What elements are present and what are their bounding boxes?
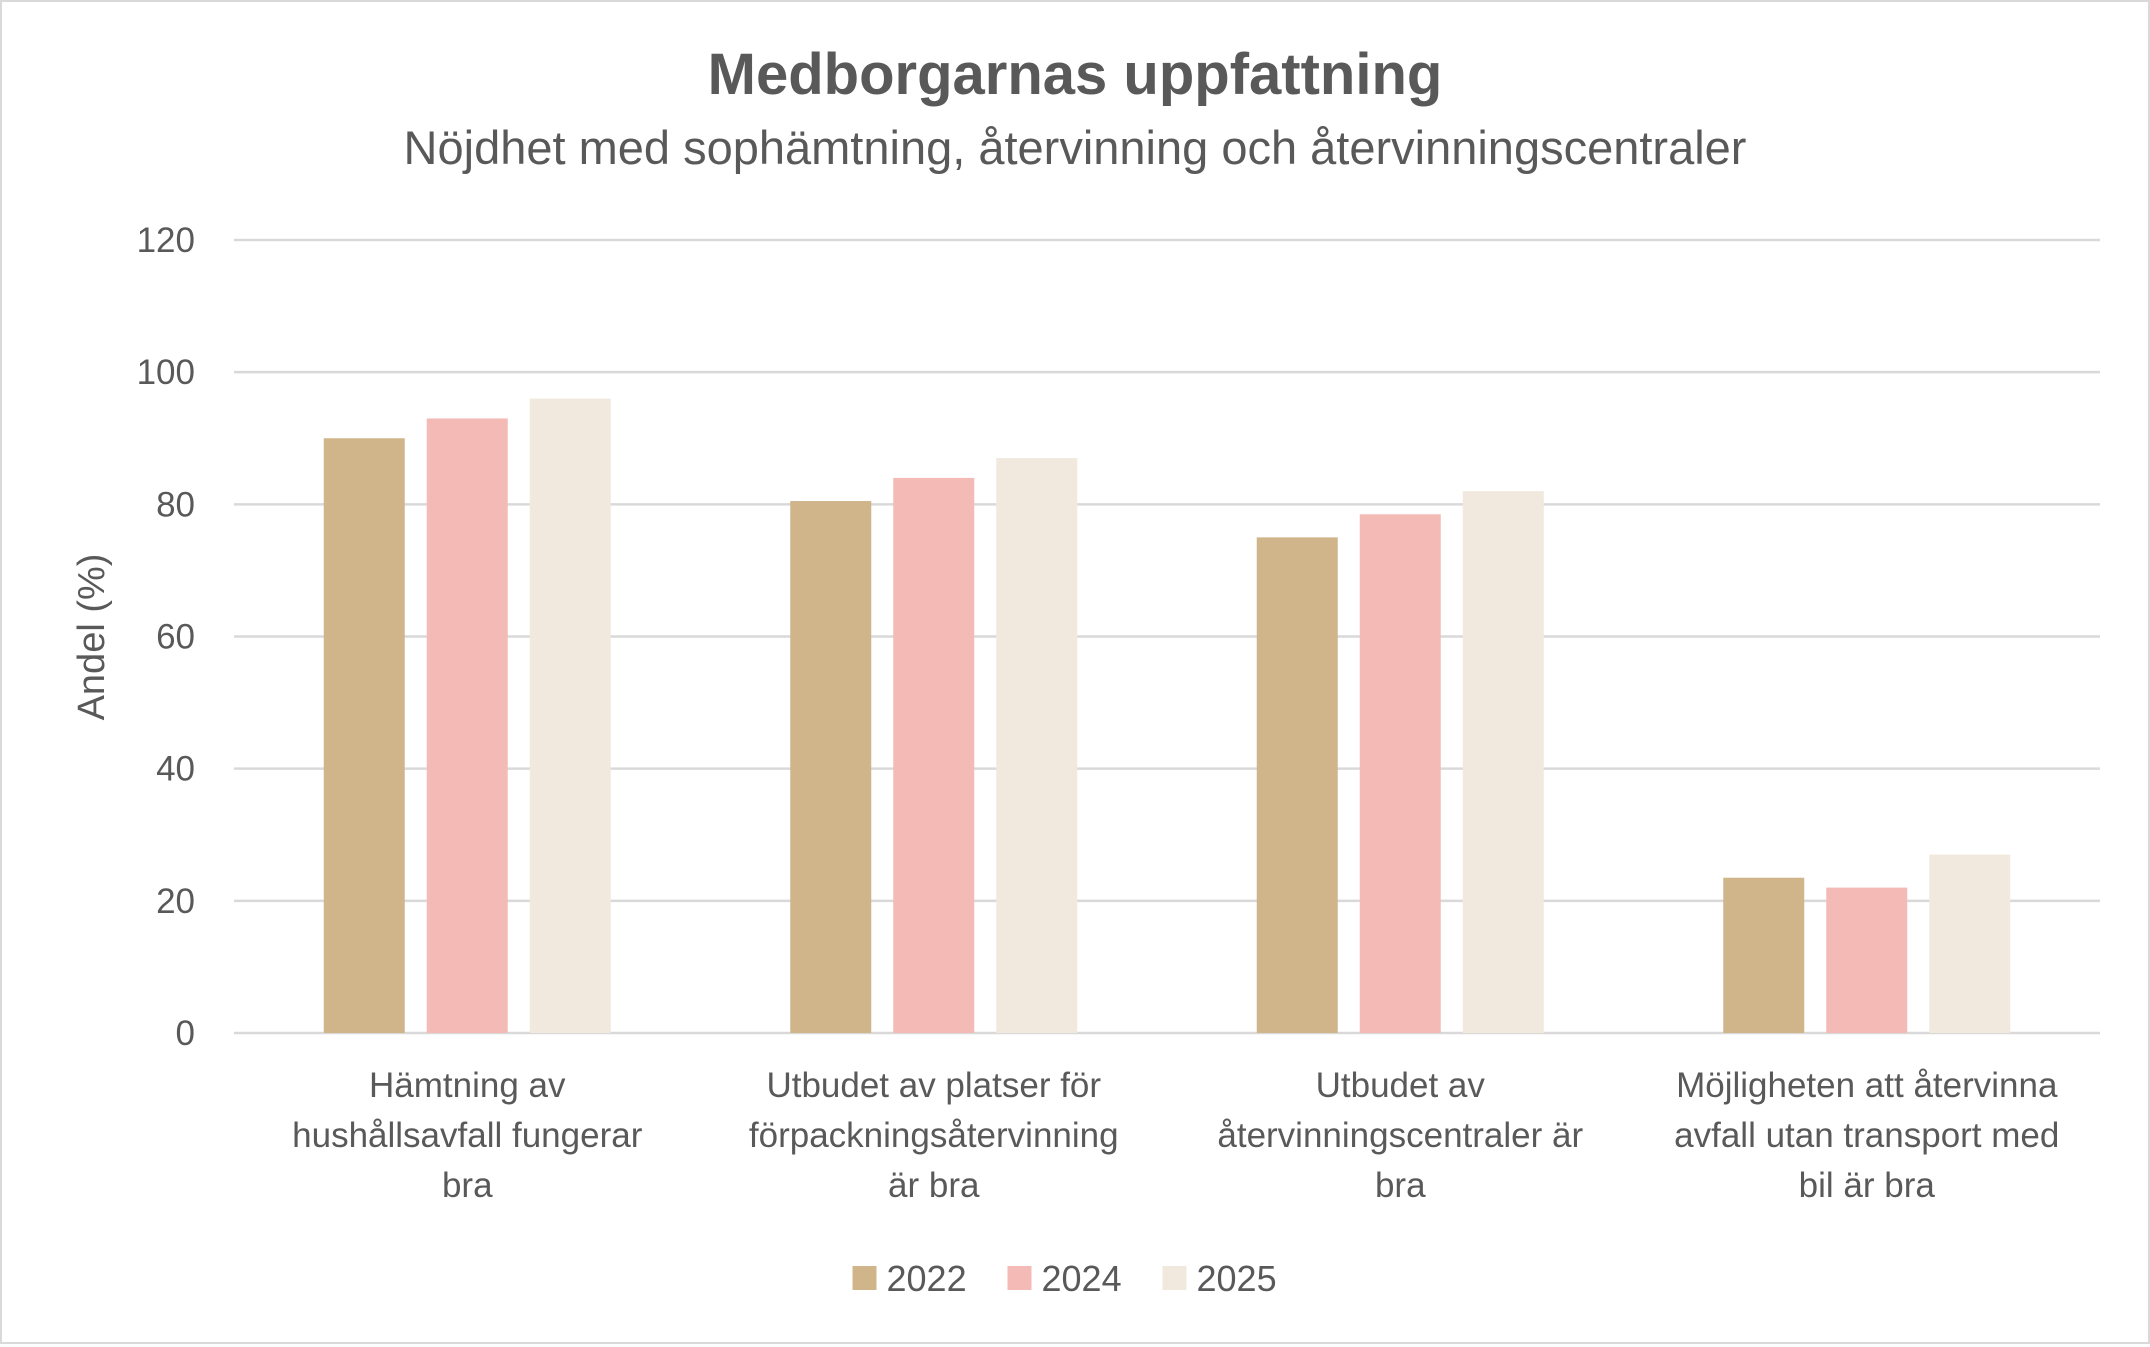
bar-2022-cat1 xyxy=(323,438,405,1033)
legend-label-2025: 2025 xyxy=(1197,1258,1277,1299)
bar-2025-cat1 xyxy=(529,398,611,1034)
category-label-2-line-1: Utbudet av platser för xyxy=(766,1066,1101,1105)
chart-title: Medborgarnas uppfattning xyxy=(708,42,1443,107)
category-label-2-line-2: förpackningsåtervinning xyxy=(749,1116,1119,1155)
legend-swatch-2024 xyxy=(1007,1266,1032,1290)
category-label-4-line-2: avfall utan transport med xyxy=(1674,1116,2059,1155)
bars xyxy=(323,398,2011,1034)
bar-2024-cat1 xyxy=(426,418,508,1033)
bar-2024-cat2 xyxy=(893,477,975,1033)
category-label-1-line-3: bra xyxy=(442,1166,493,1205)
bar-2022-cat2 xyxy=(790,501,872,1033)
chart-subtitle: Nöjdhet med sophämtning, återvinning och… xyxy=(404,121,1747,174)
category-label-1-line-2: hushållsavfall fungerar xyxy=(292,1116,643,1155)
y-tick-label-80: 80 xyxy=(156,485,195,524)
y-tick-label-100: 100 xyxy=(137,353,195,392)
category-label-2-line-3: är bra xyxy=(888,1166,980,1205)
bar-2024-cat4 xyxy=(1826,887,1908,1033)
bar-2024-cat3 xyxy=(1359,514,1441,1033)
category-label-4-line-1: Möjligheten att återvinna xyxy=(1676,1066,2058,1105)
y-tick-label-120: 120 xyxy=(137,221,195,260)
category-label-3-line-1: Utbudet av xyxy=(1316,1066,1486,1105)
gridlines xyxy=(234,238,2100,1035)
legend-label-2022: 2022 xyxy=(887,1258,967,1299)
legend: 2022 2024 2025 xyxy=(852,1258,1277,1299)
bar-2025-cat2 xyxy=(996,458,1078,1033)
legend-swatch-2025 xyxy=(1162,1266,1187,1290)
bar-2025-cat4 xyxy=(1929,854,2011,1033)
bar-2022-cat4 xyxy=(1723,877,1805,1033)
y-axis-label: Andel (%) xyxy=(71,554,113,721)
bar-2022-cat3 xyxy=(1256,537,1338,1033)
legend-label-2024: 2024 xyxy=(1042,1258,1122,1299)
y-tick-label-20: 20 xyxy=(156,882,195,921)
y-tick-label-0: 0 xyxy=(176,1014,195,1053)
category-label-1-line-1: Hämtning av xyxy=(369,1066,566,1105)
category-labels: Hämtning av hushållsavfall fungerar bra Utb… xyxy=(292,1066,2059,1205)
y-tick-label-60: 60 xyxy=(156,618,195,657)
category-label-4-line-3: bil är bra xyxy=(1799,1166,1936,1205)
y-tick-label-40: 40 xyxy=(156,750,195,789)
category-label-3-line-3: bra xyxy=(1375,1166,1426,1205)
bar-2025-cat3 xyxy=(1462,491,1544,1033)
category-label-3-line-2: återvinningscentraler är xyxy=(1217,1116,1583,1155)
y-axis-ticks: 0 20 40 60 80 100 120 xyxy=(137,221,195,1053)
legend-swatch-2022 xyxy=(852,1266,877,1290)
